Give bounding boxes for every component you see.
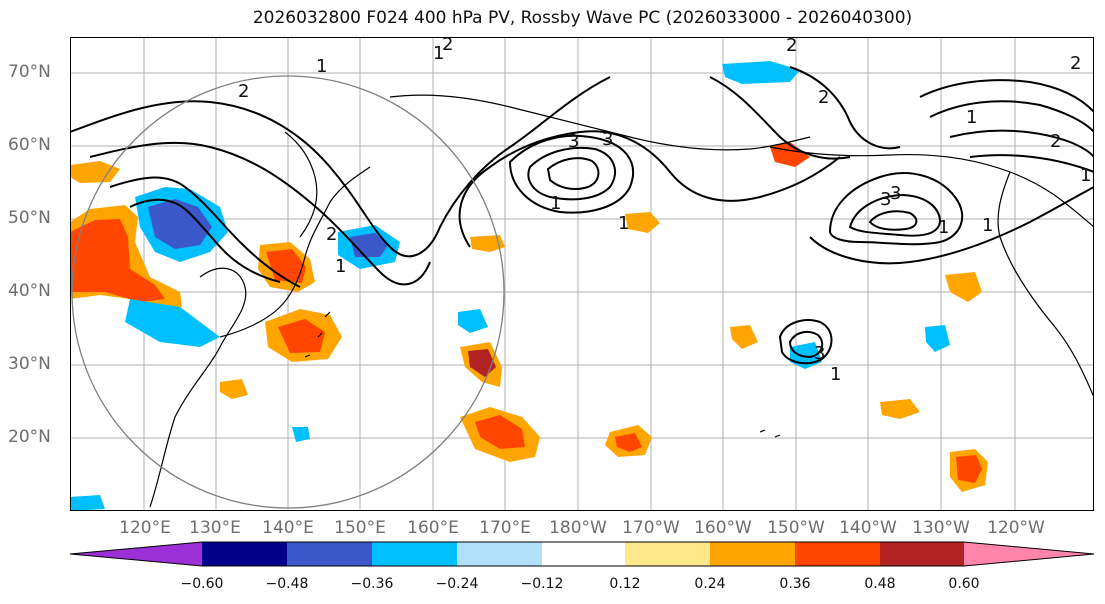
colorbar-segment	[795, 542, 880, 566]
shade-strong-japan	[266, 249, 306, 283]
lon-label-170e: 170°E	[479, 518, 531, 538]
colorbar-arrow-left	[70, 542, 202, 566]
contour-label: 1	[433, 43, 444, 64]
shade-positive-small-5	[220, 379, 248, 399]
lon-label-130e: 130°E	[189, 518, 241, 538]
lon-label-160e: 160°E	[407, 518, 459, 538]
lon-label-160w: 160°W	[694, 518, 752, 538]
shade-negative-north	[722, 61, 800, 84]
lon-label-150e: 150°E	[334, 518, 386, 538]
colorbar-segment	[287, 542, 372, 566]
contour-label: 1	[982, 215, 993, 236]
contour-label: 1	[618, 213, 629, 234]
contour-labels: 2 2 1 2 1 3 2 2 1 1 2 1 3 1 2 3 1 1 1 1 …	[238, 37, 1091, 385]
lon-label-150w: 150°W	[767, 518, 825, 538]
lat-label-70n: 70°N	[8, 62, 51, 82]
colorbar-outline	[69, 541, 1095, 567]
colorbar-tick: 0.60	[948, 576, 980, 592]
lon-label-120w: 120°W	[987, 518, 1045, 538]
shade-negative-china	[125, 299, 220, 347]
lat-label-20n: 20°N	[8, 427, 51, 447]
contour-label: 3	[814, 343, 825, 364]
colorbar-tick: −0.12	[520, 576, 564, 592]
map-frame	[70, 37, 1094, 511]
radius-circle	[71, 75, 505, 509]
shade-negative-small-4	[292, 427, 310, 442]
colorbar-segment	[710, 542, 795, 566]
contour-label: 1	[830, 364, 841, 385]
colorbar	[69, 541, 1095, 567]
contour-label: 1	[550, 193, 561, 214]
colorbar-segment	[202, 542, 287, 566]
lon-label-180w: 180°W	[549, 518, 607, 538]
colorbar-segment	[542, 542, 625, 566]
shade-negative-small-3	[925, 325, 950, 352]
colorbar-segment	[457, 542, 542, 566]
contour-label: 2	[786, 37, 797, 56]
colorbar-tick: −0.36	[350, 576, 394, 592]
colorbar-tick: −0.60	[180, 576, 224, 592]
lon-label-120e: 120°E	[119, 518, 171, 538]
colorbar-tick: −0.48	[265, 576, 309, 592]
lat-label-40n: 40°N	[8, 281, 51, 301]
lon-label-140w: 140°W	[839, 518, 897, 538]
shade-strong-far-south	[475, 415, 525, 449]
lat-label-50n: 50°N	[8, 208, 51, 228]
contour-label: 1	[966, 107, 977, 128]
colorbar-tick: 0.36	[779, 576, 811, 592]
colorbar-segment	[625, 542, 710, 566]
shade-positive-small-1	[625, 212, 660, 233]
contour-label: 2	[326, 224, 337, 245]
shade-negative-small-2	[458, 309, 488, 333]
lon-label-170w: 170°W	[622, 518, 680, 538]
shade-strong-southeast	[956, 455, 982, 483]
contour-label: 3	[568, 131, 579, 152]
shade-positive-east	[945, 272, 982, 302]
gridlines	[70, 37, 1094, 511]
contour-label: 2	[442, 37, 453, 55]
contour-label: 3	[880, 189, 891, 210]
colorbar-tick: 0.24	[694, 576, 726, 592]
shade-positive-top-left	[70, 161, 120, 183]
shade-strong-west	[70, 219, 165, 302]
shade-strong-sea	[278, 319, 325, 353]
shade-positive-small-3	[880, 399, 920, 419]
map-background	[70, 37, 1094, 511]
contour-label: 1	[316, 56, 327, 77]
coastlines	[149, 94, 1094, 508]
shade-negative-strong-west	[148, 199, 212, 249]
lat-label-30n: 30°N	[8, 354, 51, 374]
colorbar-segment	[372, 542, 457, 566]
lat-label-60n: 60°N	[8, 135, 51, 155]
colorbar-segment	[880, 542, 964, 566]
map-plot-area: 2 2 1 2 1 3 2 2 1 1 2 1 3 1 2 3 1 1 1 1 …	[70, 37, 1094, 511]
contour-label: 1	[1080, 165, 1091, 186]
contour-label: 2	[818, 87, 829, 108]
shade-strong-mid-south	[615, 433, 642, 452]
shade-positive-small-4	[730, 325, 758, 349]
colorbar-tick: 0.48	[864, 576, 896, 592]
shade-positive-small-2	[470, 235, 505, 252]
shade-strong-alaska	[770, 142, 810, 167]
contour-label: 2	[1070, 53, 1081, 74]
pv-contours	[70, 66, 1094, 365]
contour-label: 3	[602, 129, 613, 150]
contour-label: 1	[938, 217, 949, 238]
lon-label-140e: 140°E	[262, 518, 314, 538]
chart-title: 2026032800 F024 400 hPa PV, Rossby Wave …	[252, 8, 913, 28]
colorbar-tick: 0.12	[609, 576, 641, 592]
contour-label: 2	[1050, 131, 1061, 152]
contour-label: 3	[890, 183, 901, 204]
colorbar-tick: −0.24	[435, 576, 479, 592]
lon-label-130w: 130°W	[912, 518, 970, 538]
colorbar-arrow-right	[964, 542, 1094, 566]
shade-negative-small-5	[70, 495, 105, 511]
contour-label: 1	[335, 256, 346, 277]
contour-label: 2	[238, 81, 249, 102]
